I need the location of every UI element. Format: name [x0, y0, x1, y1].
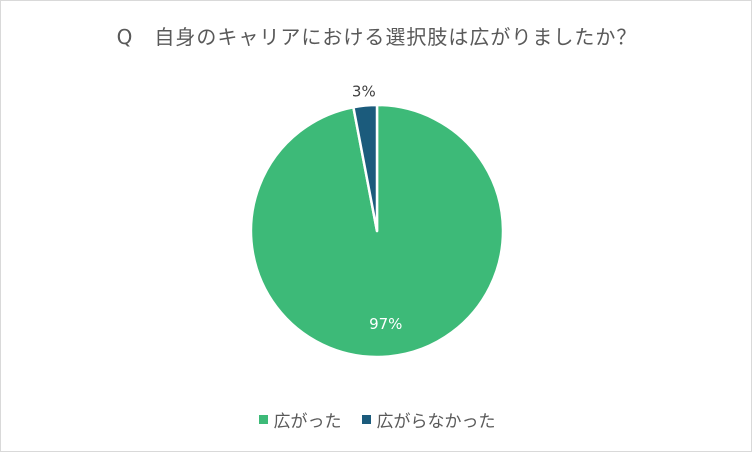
legend-swatch-0: [258, 415, 268, 424]
legend-label-1: 広がらなかった: [376, 412, 496, 432]
legend-label-0: 広がった: [273, 412, 342, 432]
legend-item-1: 広がらなかった: [361, 407, 496, 432]
pie-slice-1: [352, 103, 379, 233]
chart-title: Q 自身のキャリアにおける選択肢は広がりましたか？: [116, 25, 638, 49]
data-label-1: 3%: [352, 83, 376, 101]
legend-item-0: 広がった: [258, 407, 342, 432]
legend: 広がった 広がらなかった: [1, 407, 752, 432]
data-label-0: 97%: [369, 315, 402, 333]
legend-swatch-1: [361, 415, 371, 424]
